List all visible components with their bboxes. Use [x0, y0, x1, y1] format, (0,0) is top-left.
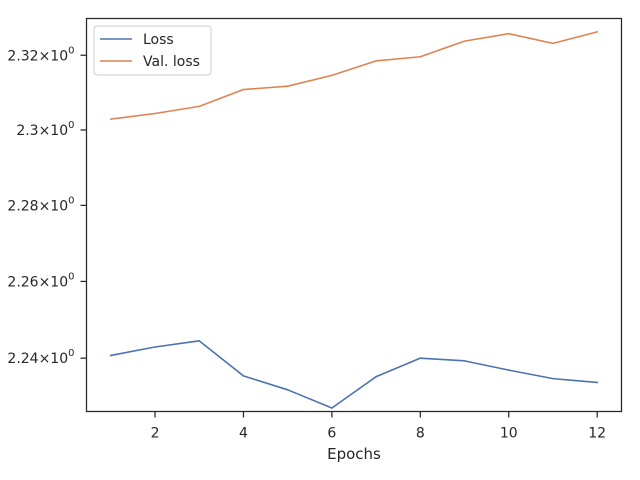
- data-point: [331, 74, 333, 77]
- x-tick-label: 12: [588, 426, 606, 442]
- data-point: [375, 375, 377, 378]
- legend: Loss Val. loss: [93, 25, 212, 76]
- x-tick-label: 10: [500, 426, 518, 442]
- data-point: [331, 407, 333, 409]
- data-point: [419, 357, 422, 359]
- y-tick-label: 2.28×100: [7, 195, 74, 214]
- y-tick-label: 2.3×100: [16, 120, 74, 139]
- data-point: [463, 40, 466, 42]
- data-point: [463, 360, 466, 362]
- y-axis-ticks: 2.24×100 2.26×100 2.28×100 2.3×100 2.32×100: [7, 45, 87, 367]
- plot-area-frame: [85, 17, 623, 413]
- series-line-val-loss: [110, 31, 598, 120]
- data-point: [110, 118, 112, 120]
- data-point: [110, 354, 112, 357]
- x-axis-ticks: 2 4 6 8 10 12: [151, 411, 606, 442]
- data-point: [242, 375, 245, 377]
- data-point: [198, 105, 201, 108]
- x-tick-label: 4: [239, 426, 248, 442]
- data-point: [419, 55, 422, 58]
- series-line-loss: [110, 340, 598, 409]
- legend-label-val-loss: Val. loss: [143, 54, 200, 70]
- data-point: [596, 381, 598, 384]
- data-point: [198, 340, 201, 342]
- y-tick-label: 2.24×100: [7, 348, 74, 367]
- x-tick-label: 6: [327, 426, 336, 442]
- series-lines: [110, 31, 598, 409]
- y-tick-label: 2.32×100: [7, 45, 74, 64]
- data-point: [596, 31, 598, 33]
- data-point: [552, 42, 554, 45]
- data-point: [242, 88, 245, 91]
- data-point: [375, 60, 377, 62]
- y-tick-label: 2.26×100: [7, 271, 74, 290]
- legend-label-loss: Loss: [143, 32, 174, 48]
- x-axis-label: Epochs: [327, 445, 381, 463]
- data-point: [552, 377, 554, 380]
- data-point: [286, 85, 289, 87]
- data-point: [507, 32, 510, 35]
- data-point: [507, 369, 510, 371]
- x-tick-label: 2: [151, 426, 160, 442]
- data-point: [154, 112, 156, 115]
- x-tick-label: 8: [416, 426, 425, 442]
- data-point: [286, 389, 289, 391]
- data-point: [154, 346, 156, 348]
